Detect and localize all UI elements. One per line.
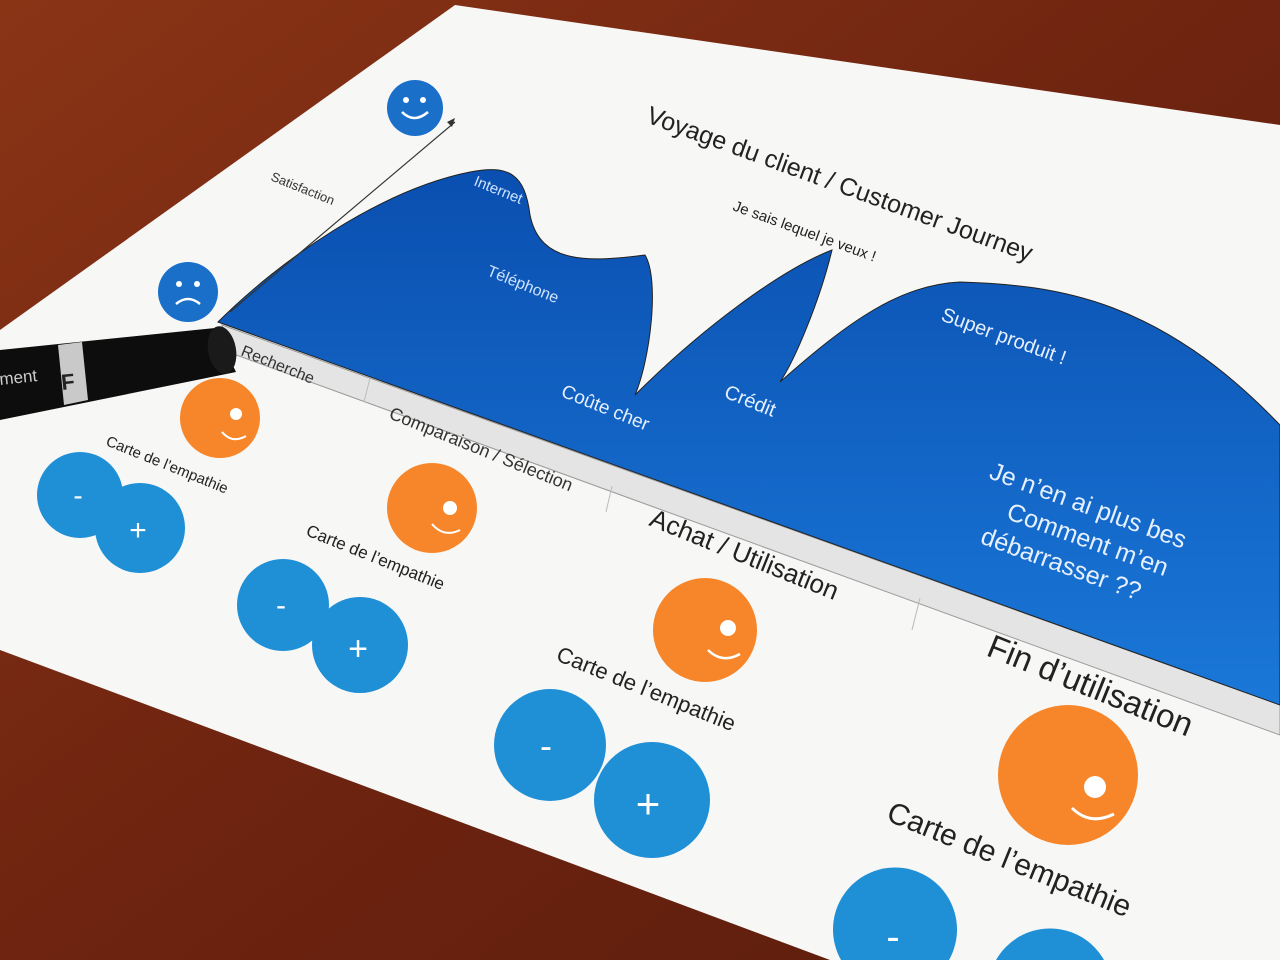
marker-pen[interactable]: F ment [0, 324, 240, 420]
plus-sticker[interactable]: + [594, 742, 710, 858]
plus-sticker[interactable]: + [95, 483, 185, 573]
marker-body-text: ment [0, 366, 38, 389]
plus-sticker[interactable]: + [312, 597, 408, 693]
plus-sign: + [636, 780, 661, 827]
minus-sticker[interactable]: - [237, 559, 329, 651]
plus-sign: + [348, 630, 368, 668]
marker-cap-letter: F [60, 369, 76, 395]
stage-divider [911, 597, 921, 631]
plus-sticker[interactable] [996, 928, 1104, 960]
minus-sign: - [540, 725, 552, 766]
minus-sticker[interactable]: - [832, 867, 957, 960]
stage-divider [605, 485, 613, 513]
orange-smiley-sticker[interactable] [653, 578, 757, 682]
minus-sign: - [73, 480, 82, 511]
stage-divider [363, 377, 371, 403]
minus-sign: - [886, 915, 899, 959]
axis-arrow-icon [229, 118, 456, 313]
happy-face-icon [387, 80, 443, 136]
sad-face-icon [158, 262, 218, 322]
plus-sign: + [129, 514, 147, 547]
orange-smiley-sticker[interactable] [387, 463, 477, 553]
orange-smiley-sticker[interactable] [998, 705, 1138, 845]
orange-smiley-sticker[interactable] [180, 378, 260, 458]
minus-sign: - [276, 589, 286, 622]
minus-sticker[interactable]: - [494, 689, 606, 801]
satisfaction-curve-area [217, 169, 1280, 706]
